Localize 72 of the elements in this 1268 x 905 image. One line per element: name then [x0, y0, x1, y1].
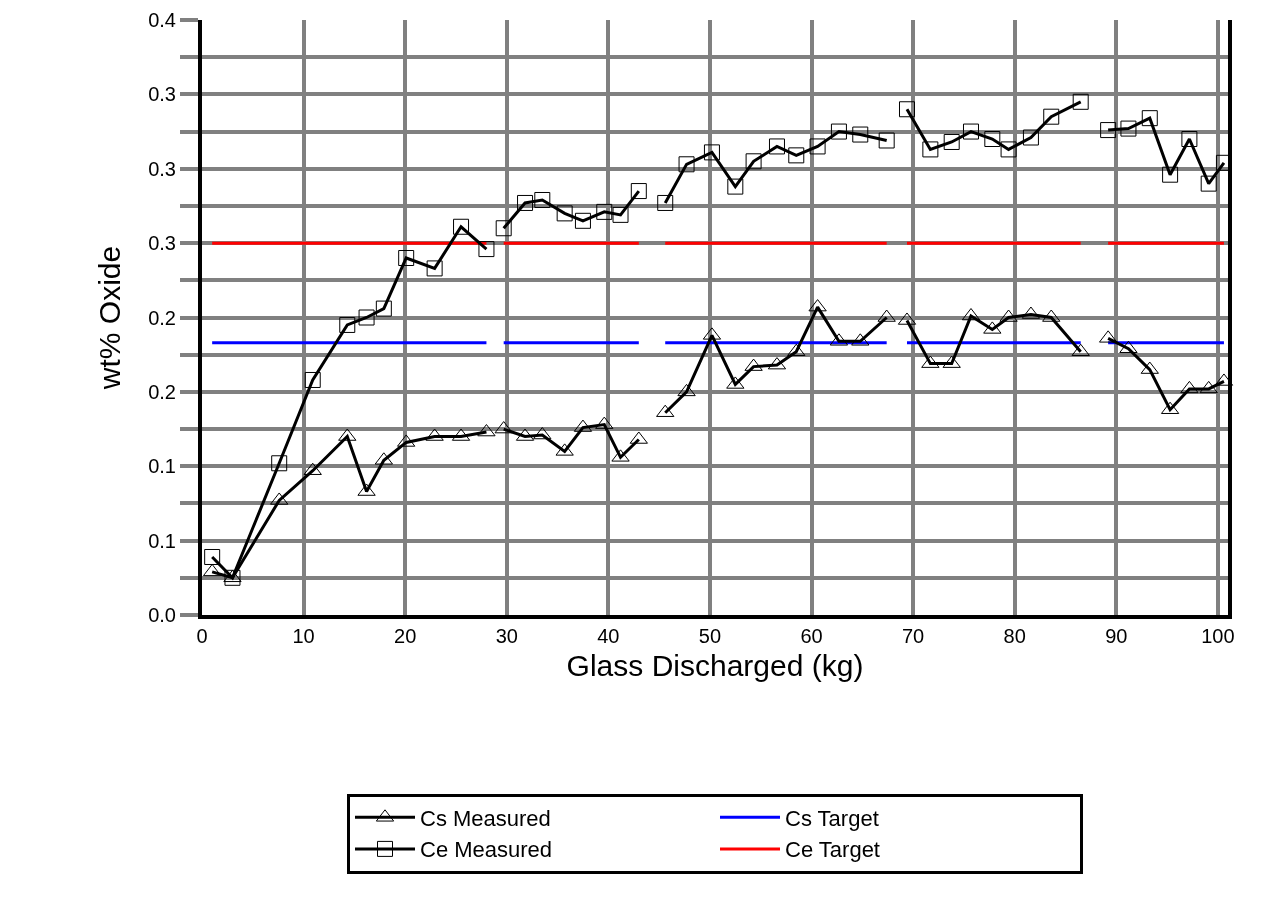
point [727, 178, 744, 195]
point [878, 132, 895, 149]
point [1022, 129, 1039, 146]
point [657, 194, 674, 211]
point [809, 138, 826, 155]
point [898, 101, 915, 118]
point [304, 371, 321, 388]
point [984, 131, 1001, 147]
point [358, 309, 375, 326]
point [478, 241, 495, 258]
point [768, 138, 785, 155]
x-tick-label: 70 [901, 625, 925, 647]
legend-label: Cs Measured [420, 805, 551, 831]
x-tick-label: 40 [597, 625, 620, 647]
point [1141, 110, 1158, 127]
point [1072, 93, 1089, 110]
y-tick-label: 0.2 [148, 380, 176, 403]
point [1200, 175, 1217, 192]
point [556, 205, 573, 222]
point [1000, 141, 1017, 158]
point [852, 126, 869, 143]
point [788, 147, 805, 164]
x-tick-label: 100 [1201, 625, 1235, 647]
legend-label: Ce Measured [420, 837, 553, 863]
x-tick-label: 90 [1105, 625, 1128, 647]
point [203, 563, 222, 577]
point [922, 141, 939, 158]
point [1180, 380, 1199, 394]
point [1043, 108, 1060, 125]
x-tick-label: 60 [800, 625, 823, 647]
y-tick-label: 0.3 [148, 83, 176, 106]
point [703, 144, 720, 161]
point [1162, 166, 1179, 183]
point [1120, 120, 1137, 137]
x-axis-title: Glass Discharged (kg) [566, 649, 864, 682]
point [745, 153, 762, 170]
y-tick-label: 0.3 [148, 157, 176, 180]
point [517, 194, 534, 211]
point [339, 316, 356, 333]
point [630, 183, 647, 200]
point [596, 203, 613, 220]
point [375, 300, 392, 317]
y-tick-label: 0.1 [148, 455, 176, 478]
y-tick-label: 0.3 [148, 232, 176, 255]
x-tick-label: 20 [394, 625, 417, 647]
y-axis-title: wt% Oxide [92, 245, 126, 391]
x-tick-label: 0 [196, 625, 208, 647]
point [574, 212, 591, 229]
point [453, 218, 470, 235]
point [830, 123, 847, 140]
point [962, 123, 979, 140]
y-tick-label: 0.2 [148, 306, 176, 329]
point [677, 383, 696, 397]
point [943, 133, 960, 150]
x-tick-label: 10 [292, 625, 315, 647]
x-tick-label: 80 [1003, 625, 1026, 647]
point [612, 206, 629, 223]
legend-label: Cs Target [785, 805, 879, 831]
point [426, 260, 443, 277]
y-tick-label: 0.0 [148, 604, 176, 626]
y-tick-label: 0.4 [148, 9, 176, 31]
y-tick-label: 0.1 [148, 529, 176, 552]
point [678, 156, 695, 173]
point [398, 250, 415, 266]
point [1100, 122, 1117, 139]
x-tick-label: 50 [698, 625, 722, 647]
x-tick-label: 30 [495, 625, 518, 647]
point [1199, 380, 1218, 394]
point [534, 191, 551, 208]
point [495, 220, 512, 237]
point [1181, 131, 1198, 147]
legend-label: Ce Target [785, 837, 880, 863]
